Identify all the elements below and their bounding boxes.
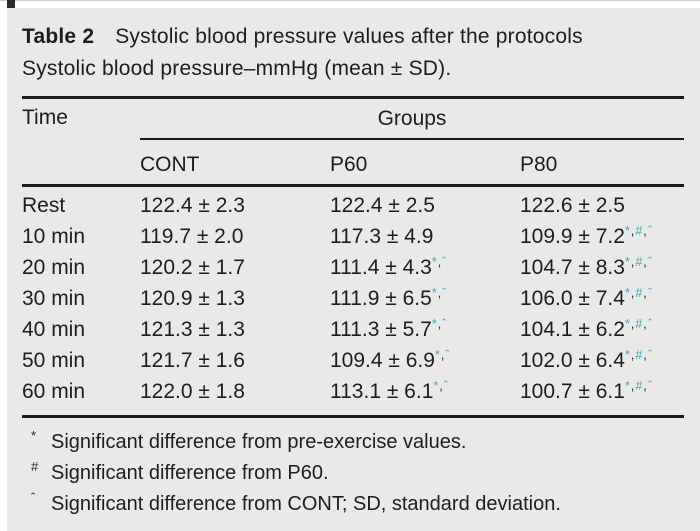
p80-value-cell: 100.7 ± 6.1*,#,ˆ bbox=[520, 375, 684, 418]
table-title: Systolic blood pressure values after the… bbox=[115, 25, 583, 48]
p60-value-cell: 117.3 ± 4.9 bbox=[330, 224, 434, 248]
column-header-cont: CONT bbox=[140, 139, 330, 187]
cont-value-cell: 121.3 ± 1.3 bbox=[140, 317, 245, 341]
time-cell: 30 min bbox=[22, 286, 86, 310]
p60-value-cell: 111.9 ± 6.5*,ˆ bbox=[330, 285, 448, 310]
significance-markers: *,#,ˆ bbox=[624, 378, 653, 393]
significance-markers: *,#,ˆ bbox=[624, 254, 653, 269]
cont-value-cell: 122.0 ± 1.8 bbox=[140, 375, 330, 418]
cont-value-cell: 120.2 ± 1.7 bbox=[140, 255, 245, 279]
column-header-p80: P80 bbox=[520, 139, 684, 187]
column-group-header: Groups bbox=[140, 99, 684, 140]
p60-value-cell: 111.3 ± 5.7*,ˆ bbox=[330, 316, 448, 341]
time-cell: 50 min bbox=[22, 348, 86, 372]
time-cell: 20 min bbox=[22, 255, 86, 279]
significance-markers: *,#,ˆ bbox=[624, 285, 653, 300]
caption-line-2: Systolic blood pressure–mmHg (mean ± SD)… bbox=[22, 53, 684, 85]
table-row: 40 min 121.3 ± 1.3 111.3 ± 5.7*,ˆ 104.1 ± 6… bbox=[22, 314, 684, 345]
p80-value-cell: 104.7 ± 8.3*,#,ˆ bbox=[520, 254, 653, 279]
footnote-text: Significant difference from P60. bbox=[51, 461, 329, 484]
significance-markers: *,ˆ bbox=[433, 378, 449, 393]
footnote-asterisk: * Significant difference from pre-exercis… bbox=[31, 427, 467, 453]
table-subtitle: Systolic blood pressure–mmHg (mean ± SD)… bbox=[22, 57, 452, 80]
cont-value-cell: 122.4 ± 2.3 bbox=[140, 193, 245, 217]
p60-value-cell: 109.4 ± 6.9*,ˆ bbox=[330, 347, 451, 372]
table-row: 50 min 121.7 ± 1.6 109.4 ± 6.9*,ˆ 102.0 ± 6… bbox=[22, 345, 684, 376]
table-row: 10 min 119.7 ± 2.0 117.3 ± 4.9 109.9 ± 7.2*… bbox=[22, 221, 684, 252]
table-body: Rest 122.4 ± 2.3 122.4 ± 2.5 122.6 ± 2.5 10 … bbox=[22, 185, 684, 418]
time-cell: 60 min bbox=[22, 375, 140, 418]
table-row: Rest 122.4 ± 2.3 122.4 ± 2.5 122.6 ± 2.5 bbox=[22, 185, 684, 221]
caption-line-1: Table 2 Systolic blood pressure values af… bbox=[22, 21, 684, 53]
time-cell: 10 min bbox=[22, 224, 86, 248]
p80-value-cell: 106.0 ± 7.4*,#,ˆ bbox=[520, 285, 653, 310]
caption-rule bbox=[22, 96, 684, 99]
scan-artifact-mark bbox=[7, 0, 15, 13]
screenshot-top-edge bbox=[0, 0, 700, 1]
table-row: 20 min 120.2 ± 1.7 111.4 ± 4.3*,ˆ 104.7 ± 8… bbox=[22, 252, 684, 283]
p60-value-cell: 122.4 ± 2.5 bbox=[330, 193, 435, 217]
time-cell: Rest bbox=[22, 193, 66, 217]
significance-markers: *,#,ˆ bbox=[624, 316, 653, 331]
cont-value-cell: 120.9 ± 1.3 bbox=[140, 286, 245, 310]
footnote-hash: # Significant difference from P60. bbox=[31, 458, 329, 484]
footnote-text: Significant difference from pre-exercise… bbox=[51, 430, 467, 453]
significance-markers: *,#,ˆ bbox=[624, 223, 653, 238]
significance-markers: *,ˆ bbox=[431, 254, 448, 269]
significance-markers: *,ˆ bbox=[434, 347, 451, 362]
significance-markers: *,ˆ bbox=[431, 285, 448, 300]
table-row: 60 min 122.0 ± 1.8 113.1 ± 6.1*,ˆ 100.7 ± 6… bbox=[22, 375, 684, 418]
significance-markers: *,#,ˆ bbox=[624, 347, 653, 362]
time-cell: 40 min bbox=[22, 317, 86, 341]
p80-value-cell: 102.0 ± 6.4*,#,ˆ bbox=[520, 347, 653, 372]
table-row: 30 min 120.9 ± 1.3 111.9 ± 6.5*,ˆ 106.0 ± 7… bbox=[22, 283, 684, 314]
column-header-time: Time bbox=[22, 99, 140, 187]
footnote-caret: ˆ Significant difference from CONT; SD, s… bbox=[31, 489, 561, 515]
cont-value-cell: 119.7 ± 2.0 bbox=[140, 224, 244, 248]
p60-value-cell: 111.4 ± 4.3*,ˆ bbox=[330, 254, 448, 279]
header-row-columns: CONT P60 P80 bbox=[22, 139, 684, 187]
p60-value-cell: 113.1 ± 6.1*,ˆ bbox=[330, 375, 520, 418]
column-header-p60: P60 bbox=[330, 139, 520, 187]
footnote-text: Significant difference from CONT; SD, st… bbox=[51, 492, 561, 515]
blood-pressure-table: Time Groups CONT P60 P80 Rest 122.4 ± 2.3… bbox=[22, 99, 684, 418]
table-label: Table 2 bbox=[22, 25, 95, 48]
table-container: Table 2 Systolic blood pressure values af… bbox=[7, 8, 700, 531]
footnotes: * Significant difference from pre-exercis… bbox=[22, 427, 684, 520]
significance-markers: *,ˆ bbox=[431, 316, 448, 331]
table-caption: Table 2 Systolic blood pressure values af… bbox=[22, 21, 684, 85]
header-row-groups: Time Groups bbox=[22, 99, 684, 187]
p80-value-cell: 122.6 ± 2.5 bbox=[520, 193, 625, 217]
p80-value-cell: 109.9 ± 7.2*,#,ˆ bbox=[520, 223, 653, 248]
p80-value-cell: 104.1 ± 6.2*,#,ˆ bbox=[520, 316, 653, 341]
cont-value-cell: 121.7 ± 1.6 bbox=[140, 348, 245, 372]
